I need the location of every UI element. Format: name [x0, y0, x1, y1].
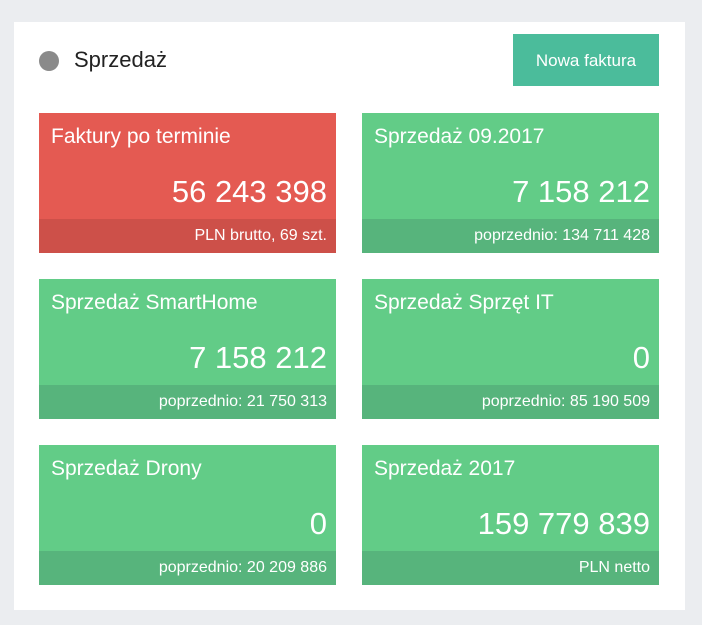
tile-title: Sprzedaż SmartHome [51, 291, 258, 314]
tile-title: Faktury po terminie [51, 125, 231, 148]
tile-footer: PLN brutto, 69 szt. [39, 219, 336, 253]
tile-title: Sprzedaż 09.2017 [374, 125, 545, 148]
new-invoice-button[interactable]: Nowa faktura [513, 34, 659, 86]
panel-header: Sprzedaż Nowa faktura [14, 22, 685, 102]
panel-title: Sprzedaż [74, 47, 167, 72]
tile-sales-it-hardware[interactable]: Sprzedaż Sprzęt IT 0 poprzednio: 85 190 … [362, 279, 659, 419]
tile-value: 7 158 212 [512, 174, 650, 209]
tile-value: 7 158 212 [189, 340, 327, 375]
tile-value: 0 [632, 340, 650, 375]
tile-footer: PLN netto [362, 551, 659, 585]
tile-footer: poprzednio: 20 209 886 [39, 551, 336, 585]
status-dot-icon [39, 51, 59, 71]
tile-footer: poprzednio: 21 750 313 [39, 385, 336, 419]
tile-title: Sprzedaż Sprzęt IT [374, 291, 554, 314]
tile-sales-drones[interactable]: Sprzedaż Drony 0 poprzednio: 20 209 886 [39, 445, 336, 585]
tile-sales-year[interactable]: Sprzedaż 2017 159 779 839 PLN netto [362, 445, 659, 585]
tile-title: Sprzedaż 2017 [374, 457, 516, 480]
tile-value: 0 [309, 506, 327, 541]
tile-title: Sprzedaż Drony [51, 457, 202, 480]
tile-value: 159 779 839 [477, 506, 650, 541]
sales-panel: Sprzedaż Nowa faktura Faktury po termini… [14, 22, 685, 610]
tile-value: 56 243 398 [171, 174, 327, 209]
tile-sales-smarthome[interactable]: Sprzedaż SmartHome 7 158 212 poprzednio:… [39, 279, 336, 419]
tile-footer: poprzednio: 85 190 509 [362, 385, 659, 419]
tile-footer: poprzednio: 134 711 428 [362, 219, 659, 253]
tile-overdue-invoices[interactable]: Faktury po terminie 56 243 398 PLN brutt… [39, 113, 336, 253]
tile-sales-month[interactable]: Sprzedaż 09.2017 7 158 212 poprzednio: 1… [362, 113, 659, 253]
